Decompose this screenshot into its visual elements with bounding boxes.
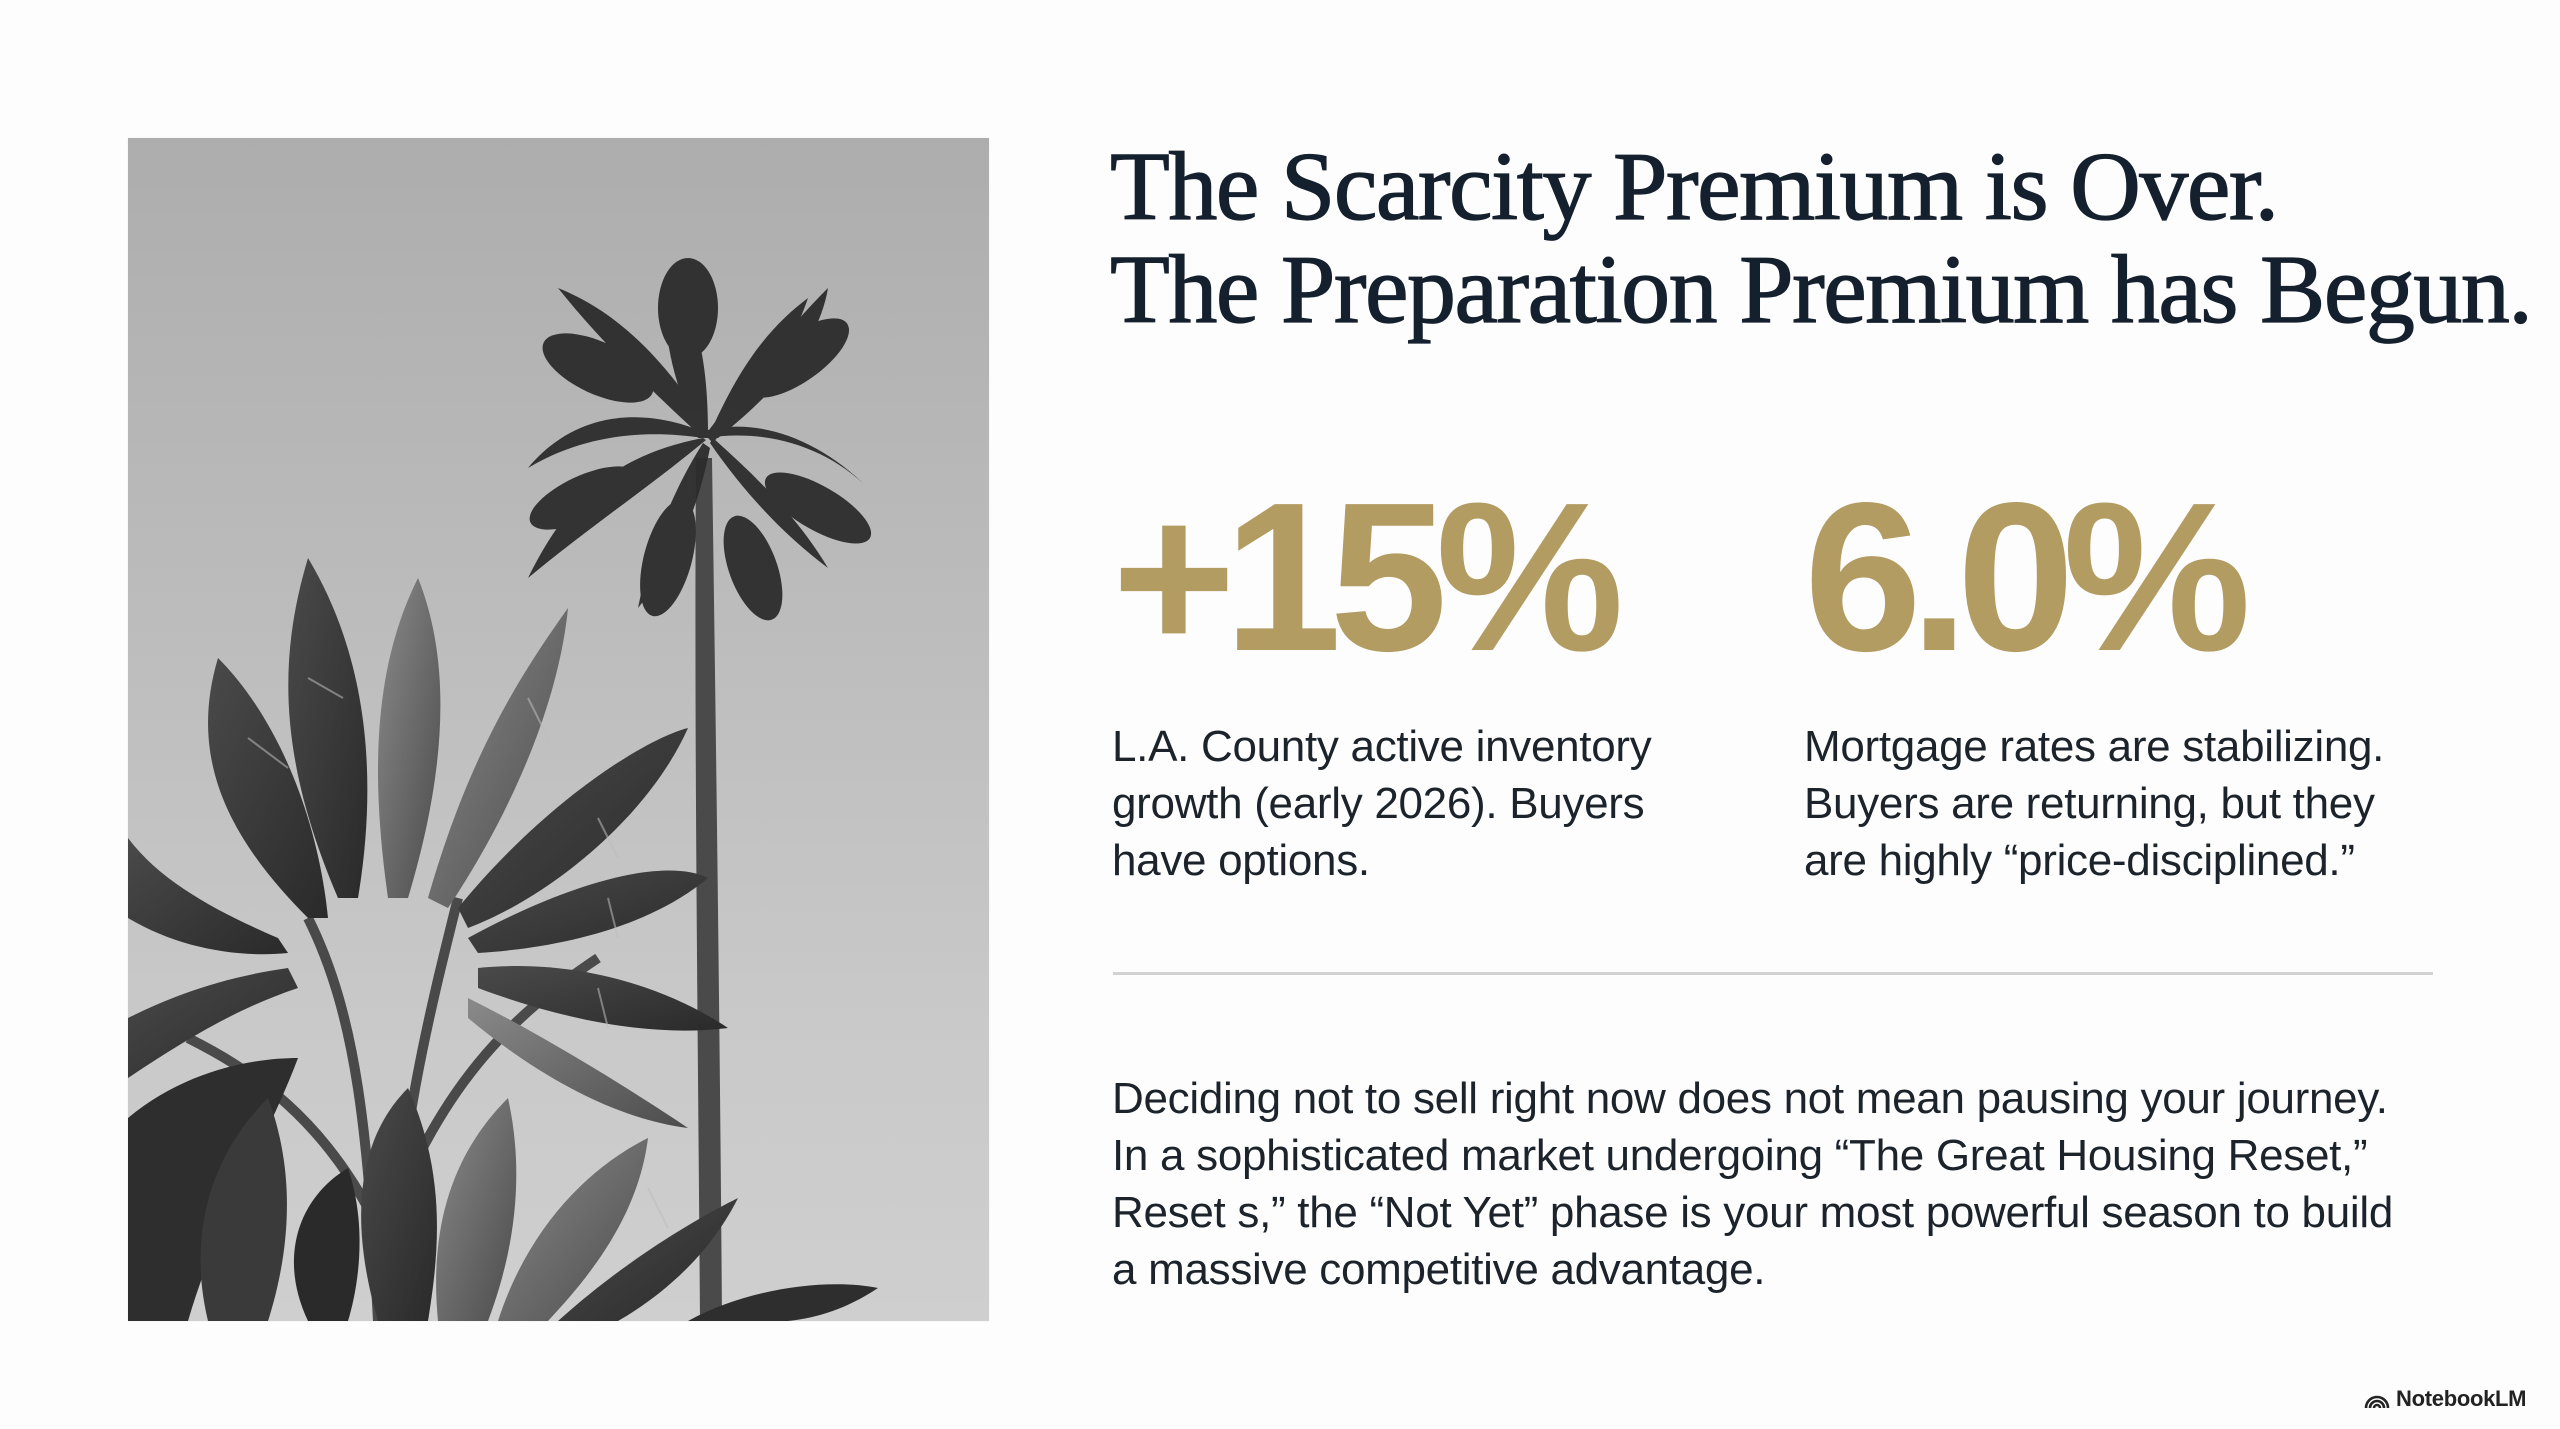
section-divider — [1113, 972, 2433, 975]
stat-description: Mortgage rates are stabilizing. Buyers a… — [1804, 722, 2385, 885]
palm-tree-illustration — [128, 258, 878, 1321]
palm-tree-photo — [128, 138, 989, 1321]
stat-inventory-growth: +15% L.A. County active inventory growth… — [1112, 458, 1652, 889]
title-line-1: The Scarcity Premium is Over. — [1109, 133, 2279, 241]
watermark-label: NotebookLM — [2396, 1386, 2527, 1411]
stat-description: L.A. County active inventory growth (ear… — [1112, 722, 1652, 885]
title-line-2: The Preparation Premium has Begun. — [1109, 236, 2533, 344]
notebooklm-logo-icon — [2364, 1395, 2390, 1409]
slide-title: The Scarcity Premium is Over. The Prepar… — [1109, 133, 2533, 344]
stat-value: +15% — [1112, 458, 1624, 695]
stat-value: 6.0% — [1804, 458, 2251, 695]
stat-mortgage-rate: 6.0% Mortgage rates are stabilizing. Buy… — [1804, 462, 2384, 889]
body-paragraph: Deciding not to sell right now does not … — [1112, 1074, 2394, 1294]
notebooklm-watermark: NotebookLM — [2364, 1386, 2527, 1412]
